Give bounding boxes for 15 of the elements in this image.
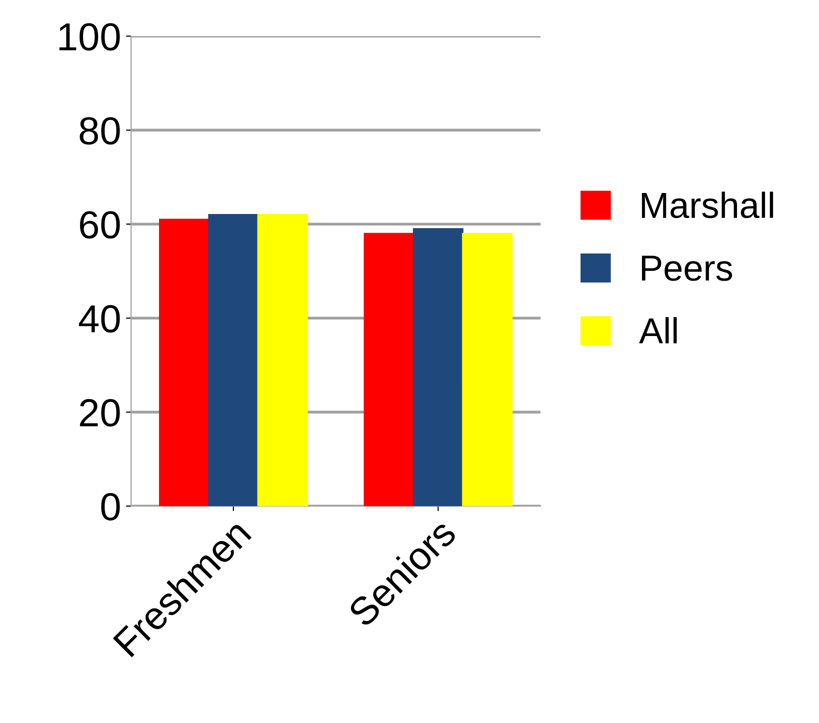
bar [159,218,210,506]
legend-label: All [639,317,677,344]
bar [462,232,513,506]
y-tick-label: 0 [101,493,120,521]
y-tick-label: 20 [80,399,120,427]
bar [208,214,259,506]
bar [412,228,464,506]
y-tick-label: 80 [80,117,120,145]
legend-label: Marshall [642,192,774,218]
y-tick-label: 40 [78,305,120,333]
bar [257,214,308,506]
bar [364,232,414,506]
legend-label: Peers [642,256,732,281]
y-tick-label: 100 [59,23,120,51]
y-tick-label: 60 [80,211,120,239]
